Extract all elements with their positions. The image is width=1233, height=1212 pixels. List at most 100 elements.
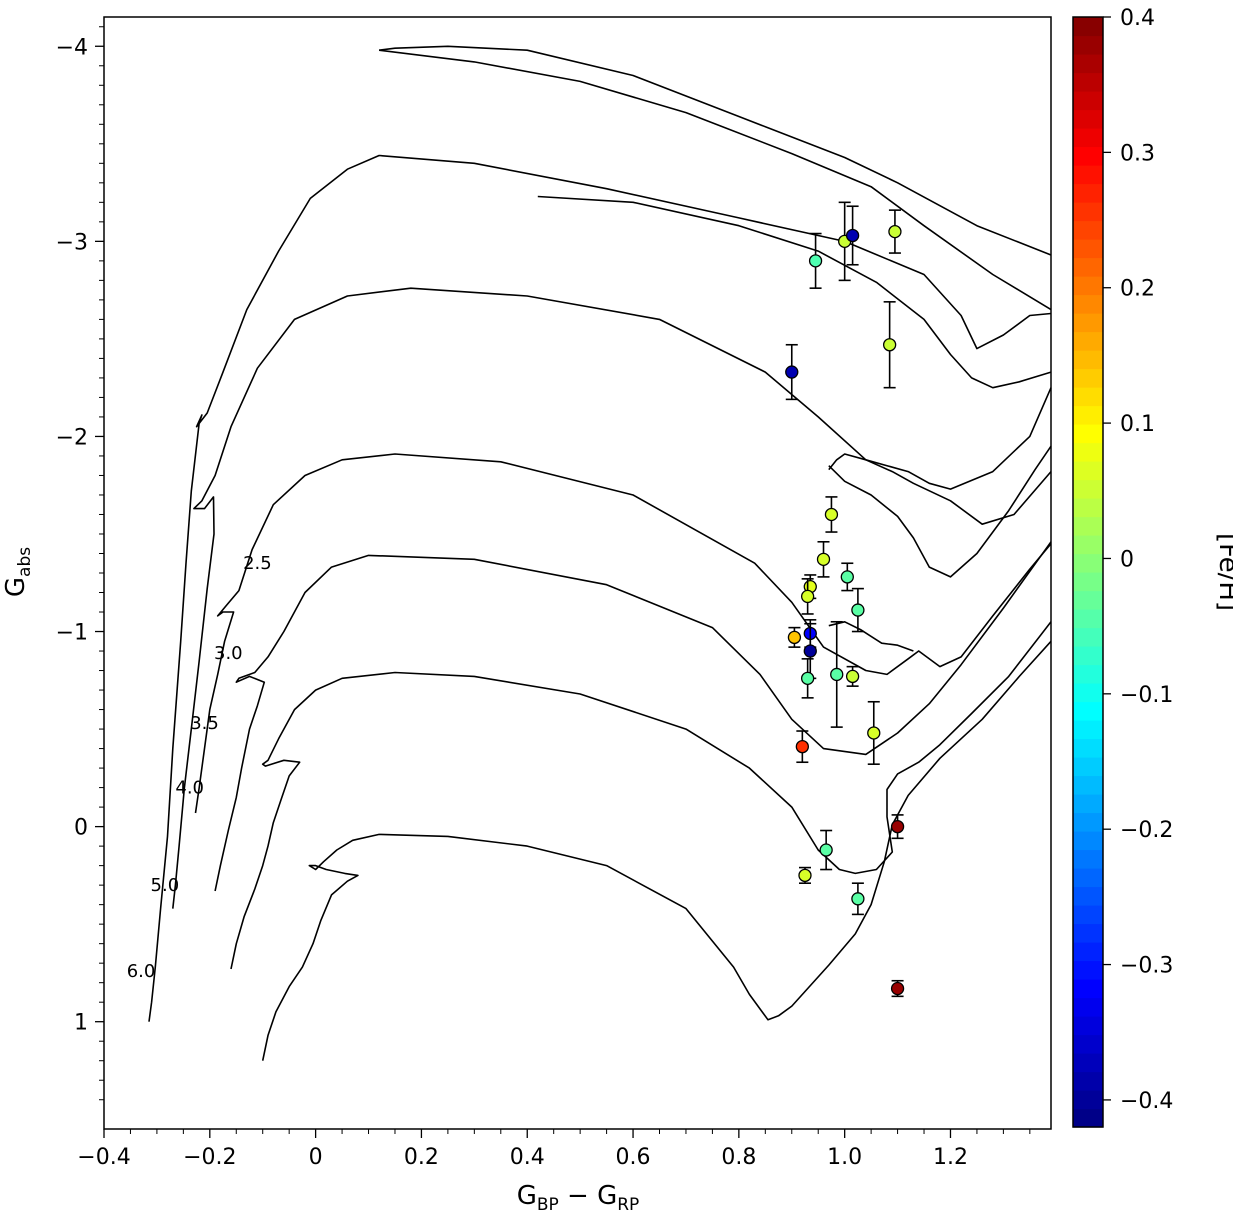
colorbar-segment [1073,1071,1103,1091]
colorbar-segment [1073,757,1103,777]
isochrone-line [194,453,1052,814]
colorbar-segment [1073,516,1103,536]
x-tick-label: −0.2 [183,1145,236,1170]
colorbar-segment [1073,775,1103,795]
colorbar-segment [1073,738,1103,758]
colorbar-segment [1073,849,1103,869]
isochrone-label: 3.5 [190,713,219,734]
star-point [840,562,854,592]
isochrone-label: 5.0 [151,875,180,896]
colorbar-segment [1073,627,1103,647]
colorbar-tick-label: 0.3 [1120,141,1155,166]
colorbar-segment [1073,664,1103,684]
star-point [800,578,815,615]
isochrone-line [537,195,1052,389]
star-point [851,587,865,633]
star-point [888,209,902,254]
y-tick-label: −1 [56,621,88,646]
star-marker [816,552,831,566]
star-marker [824,507,839,522]
isochrone-label: 4.0 [175,777,204,798]
colorbar-segment [1073,479,1103,499]
star-marker [800,589,815,604]
y-tick-label: 0 [74,816,88,841]
star-marker [785,365,799,379]
colorbar-tick-label: −0.2 [1120,818,1173,843]
colorbar-segment [1073,461,1103,481]
isochrone-line [379,49,1052,311]
colorbar-segment [1073,1053,1103,1073]
star-point [816,540,831,578]
star-marker [795,739,809,754]
colorbar-segment [1073,313,1103,333]
star-point [845,205,860,266]
star-marker [890,819,905,834]
y-tick-label: −3 [56,230,88,255]
colorbar-segment [1073,609,1103,629]
colorbar-segment [1073,91,1103,111]
isochrone-labels: 6.0 5.0 4.0 3.5 3.0 2.5 [127,553,272,982]
x-tick-label: 0 [309,1145,323,1170]
isochrone-line [828,453,1052,525]
colorbar-segment [1073,701,1103,721]
star-point [808,232,823,289]
colorbar-segment [1073,923,1103,943]
colorbar-segment [1073,165,1103,185]
colorbar-segment [1073,997,1103,1017]
x-tick-label: 0.8 [721,1145,756,1170]
star-marker [882,338,897,352]
colorbar-segment [1073,220,1103,240]
colorbar-segment [1073,294,1103,314]
x-tick-label: 0.2 [404,1145,439,1170]
star-marker [798,868,812,883]
star-marker [845,669,860,684]
x-tick-label: 1.0 [827,1145,862,1170]
colorbar-segment [1073,239,1103,259]
y-tick-label: −4 [56,35,88,60]
colorbar-segment [1073,1034,1103,1054]
star-marker [787,630,802,645]
star-marker [803,644,817,658]
colorbar-segment [1073,17,1103,37]
colorbar-segment [1073,1016,1103,1036]
colorbar-segment [1073,553,1103,573]
star-marker [867,726,881,740]
isochrone-line [230,621,1052,970]
x-tick-label: 0.6 [616,1145,651,1170]
plot-frame [103,16,1052,1130]
star-point [787,626,802,648]
x-tick-label: 1.2 [933,1145,968,1170]
colorbar-tick-label: 0.2 [1120,277,1155,302]
colorbar-segment [1073,331,1103,351]
y-axis-ticks: 1 0 −1 −2 −3 −4 [56,26,104,1101]
colorbar-tick-label: 0.1 [1120,412,1155,437]
colorbar-ticks: 0.4 0.3 0.2 0.1 0 −0.1 −0.2 −0.3 −0.4 [1103,6,1173,1114]
colorbar-segment [1073,942,1103,962]
colorbar-segment [1073,202,1103,222]
colorbar-segment [1073,590,1103,610]
colorbar-segment [1073,183,1103,203]
colorbar-frame [1072,16,1104,1128]
isochrone-line [828,621,914,652]
star-point [851,882,865,916]
colorbar-segment [1073,350,1103,370]
isochrone-line [261,640,1052,1061]
x-tick-label: −0.4 [77,1145,130,1170]
colorbar-segment [1073,1108,1103,1128]
star-point [830,620,844,728]
colorbar-segment [1073,368,1103,388]
colorbar-tick-label: 0 [1120,547,1134,572]
x-axis-title: GBP − GRP [517,1181,640,1212]
star-marker [851,603,865,617]
colorbar-segment [1073,257,1103,277]
colorbar-tick-label: −0.3 [1120,954,1173,979]
colorbar-segment [1073,424,1103,444]
data-points [785,201,905,998]
star-marker [845,228,860,243]
star-point [838,201,852,282]
colorbar-segment [1073,146,1103,166]
colorbar-tick-label: −0.4 [1120,1089,1173,1114]
colorbar-segment [1073,387,1103,407]
isochrone-line [379,45,1052,256]
